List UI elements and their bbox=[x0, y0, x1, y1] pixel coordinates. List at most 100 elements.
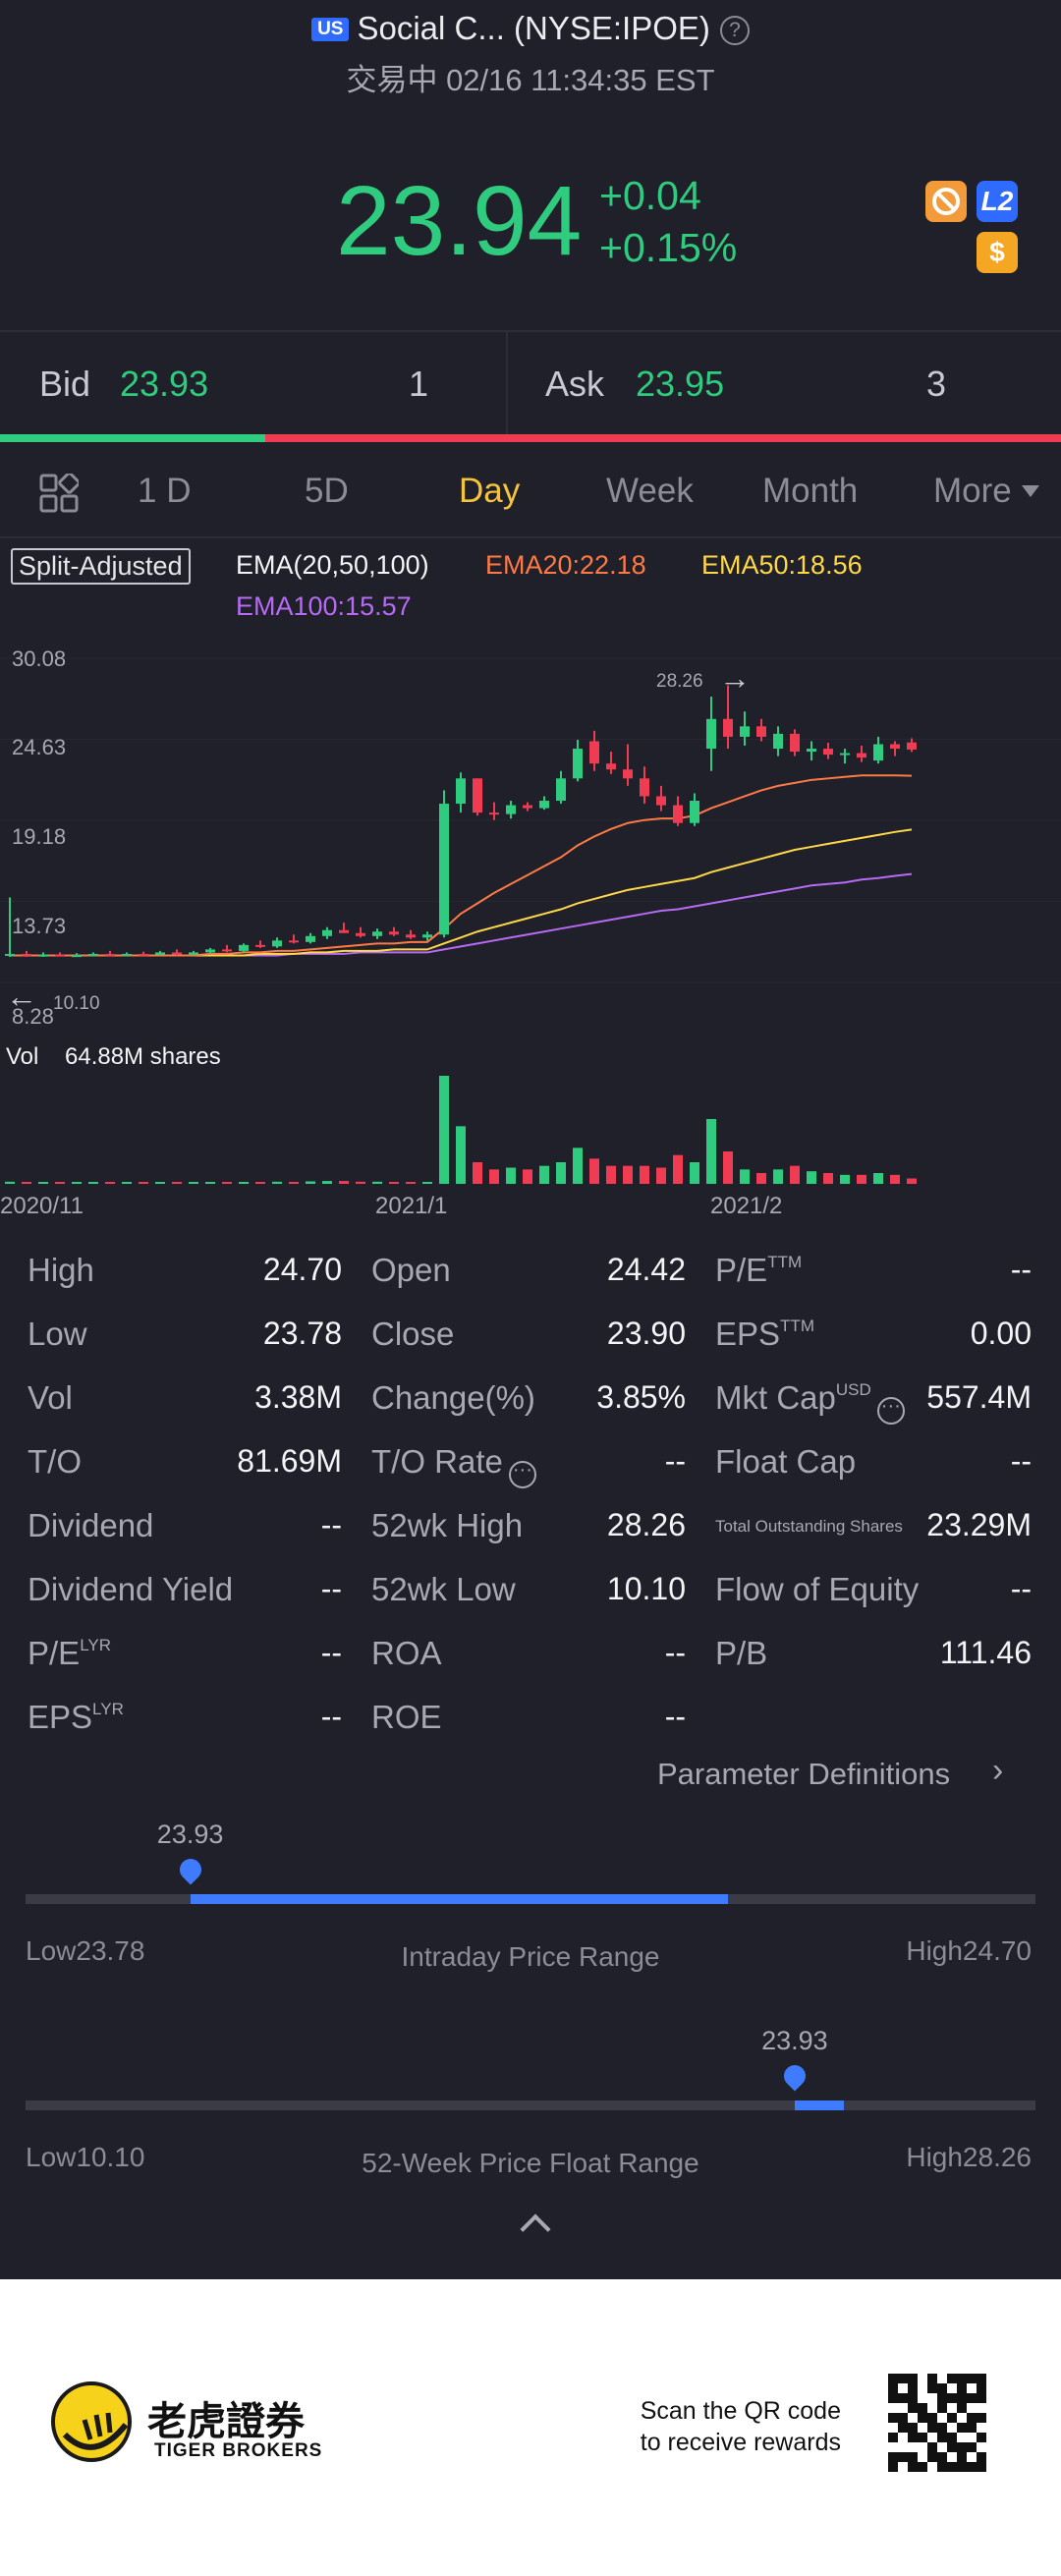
volume-bar bbox=[272, 1181, 282, 1184]
stat-value: -- bbox=[1010, 1443, 1032, 1479]
range-high-label: High28.26 bbox=[906, 2142, 1032, 2172]
more-info-icon[interactable]: ··· bbox=[876, 1396, 905, 1425]
stat-value: -- bbox=[664, 1443, 686, 1479]
ask-row[interactable]: Ask 23.95 3 bbox=[508, 332, 1061, 434]
y-tick: 30.08 bbox=[12, 646, 67, 671]
stock-title-row[interactable]: US Social C... (NYSE:IPOE)? bbox=[0, 10, 1061, 47]
qr-module bbox=[927, 2374, 937, 2383]
qr-module bbox=[967, 2393, 977, 2403]
stat-label: High bbox=[28, 1252, 94, 1289]
qr-module bbox=[937, 2383, 947, 2393]
qr-module bbox=[888, 2383, 898, 2393]
stat-label-superscript: TTM bbox=[780, 1316, 814, 1335]
stat-value: 557.4M bbox=[926, 1379, 1032, 1415]
candle-body bbox=[189, 952, 198, 955]
divider bbox=[0, 330, 1061, 332]
tab-1d[interactable]: 1 D bbox=[138, 472, 192, 510]
qr-module bbox=[937, 2452, 947, 2462]
candle-body bbox=[506, 805, 516, 814]
volume-bar bbox=[790, 1165, 800, 1184]
qr-module bbox=[937, 2403, 947, 2413]
tab-day[interactable]: Day bbox=[459, 472, 521, 510]
candle-body bbox=[372, 931, 382, 936]
qr-module bbox=[927, 2442, 937, 2452]
volume-bar bbox=[5, 1181, 15, 1184]
stock-title: Social C... (NYSE:IPOE) bbox=[357, 10, 710, 46]
stat-label: ROA bbox=[371, 1635, 442, 1672]
qr-module bbox=[957, 2452, 967, 2462]
stat-label: Flow of Equity bbox=[715, 1571, 919, 1608]
brand-name-cn: 老虎證券 bbox=[147, 2400, 305, 2443]
bid-row[interactable]: Bid 23.93 1 bbox=[0, 332, 505, 434]
more-info-icon[interactable]: ··· bbox=[508, 1460, 536, 1488]
chevron-up-icon[interactable] bbox=[520, 2213, 551, 2245]
volume-bar bbox=[907, 1178, 917, 1184]
volume-bar bbox=[656, 1167, 666, 1184]
low-marker-label: 10.10 bbox=[53, 993, 100, 1014]
stat-value: 3.85% bbox=[596, 1379, 686, 1415]
volume-bar bbox=[122, 1182, 132, 1184]
stat-label: 52wk Low bbox=[371, 1571, 516, 1608]
candle-body bbox=[489, 812, 499, 815]
qr-module bbox=[957, 2383, 967, 2393]
parameter-definitions-link[interactable]: Parameter Definitions bbox=[657, 1757, 951, 1791]
stat-label-text: Close bbox=[371, 1316, 455, 1352]
qr-module bbox=[957, 2374, 967, 2383]
stat-label: T/O Rate ··· bbox=[371, 1443, 536, 1488]
candle-body bbox=[389, 931, 399, 935]
grid-icon[interactable] bbox=[39, 472, 81, 513]
stat-label-text: T/O Rate bbox=[371, 1443, 503, 1480]
candle-body bbox=[172, 952, 182, 955]
qr-module bbox=[967, 2413, 977, 2423]
stat-label-text: EPS bbox=[28, 1699, 93, 1735]
range-current-value: 23.93 bbox=[761, 2026, 828, 2055]
candle-body bbox=[857, 753, 866, 758]
stat-label-text: High bbox=[28, 1252, 94, 1288]
range-title: 52-Week Price Float Range bbox=[362, 2148, 699, 2178]
candle-body bbox=[756, 726, 766, 737]
qr-module bbox=[967, 2423, 977, 2433]
brand-name-en: TIGER BROKERS bbox=[154, 2440, 323, 2461]
qr-module bbox=[957, 2393, 967, 2403]
qr-module bbox=[927, 2423, 937, 2433]
l2-icon[interactable]: L2 bbox=[977, 181, 1018, 222]
range-title: Intraday Price Range bbox=[401, 1941, 660, 1972]
qr-module bbox=[977, 2452, 986, 2462]
caret-down-icon[interactable] bbox=[1022, 485, 1039, 497]
chevron-right-icon[interactable]: › bbox=[992, 1752, 1004, 1789]
share-footer: 老虎證券 TIGER BROKERS Scan the QR code to r… bbox=[0, 2279, 1061, 2576]
stat-label-text: Low bbox=[28, 1316, 87, 1352]
qr-module bbox=[888, 2462, 898, 2472]
candle-body bbox=[823, 749, 833, 756]
tab-more[interactable]: More bbox=[933, 472, 1012, 510]
price-chart[interactable] bbox=[0, 629, 1061, 1218]
help-circle-icon[interactable]: ? bbox=[719, 16, 750, 45]
ema-title[interactable]: EMA(20,50,100) bbox=[236, 550, 429, 580]
tab-month[interactable]: Month bbox=[762, 472, 859, 510]
volume-bar bbox=[38, 1182, 48, 1184]
candle-body bbox=[55, 954, 65, 957]
stat-label-text: Flow of Equity bbox=[715, 1571, 920, 1607]
no-ads-icon[interactable] bbox=[925, 181, 967, 222]
tab-5d[interactable]: 5D bbox=[305, 472, 349, 510]
volume-bar bbox=[72, 1182, 82, 1184]
volume-bar bbox=[690, 1162, 699, 1184]
arrow-right-icon: → bbox=[719, 660, 751, 696]
split-adjusted-toggle[interactable]: Split-Adjusted bbox=[11, 548, 191, 585]
qr-module bbox=[898, 2374, 908, 2383]
tab-week[interactable]: Week bbox=[606, 472, 694, 510]
qr-module bbox=[898, 2393, 908, 2403]
candle-body bbox=[673, 805, 683, 823]
stat-value: -- bbox=[664, 1635, 686, 1670]
quote-header: US Social C... (NYSE:IPOE)? 交易中 02/16 11:… bbox=[0, 0, 1061, 330]
qr-module bbox=[927, 2413, 937, 2423]
stat-label-text: P/E bbox=[715, 1252, 768, 1288]
candle-body bbox=[306, 935, 315, 942]
candle-body bbox=[740, 726, 750, 737]
candle-body bbox=[773, 733, 783, 750]
qr-module bbox=[937, 2462, 947, 2472]
stat-label-text: P/E bbox=[28, 1635, 81, 1671]
stat-label-superscript: LYR bbox=[80, 1636, 112, 1654]
dollar-icon[interactable]: $ bbox=[977, 232, 1018, 273]
bid-price: 23.93 bbox=[120, 364, 209, 404]
